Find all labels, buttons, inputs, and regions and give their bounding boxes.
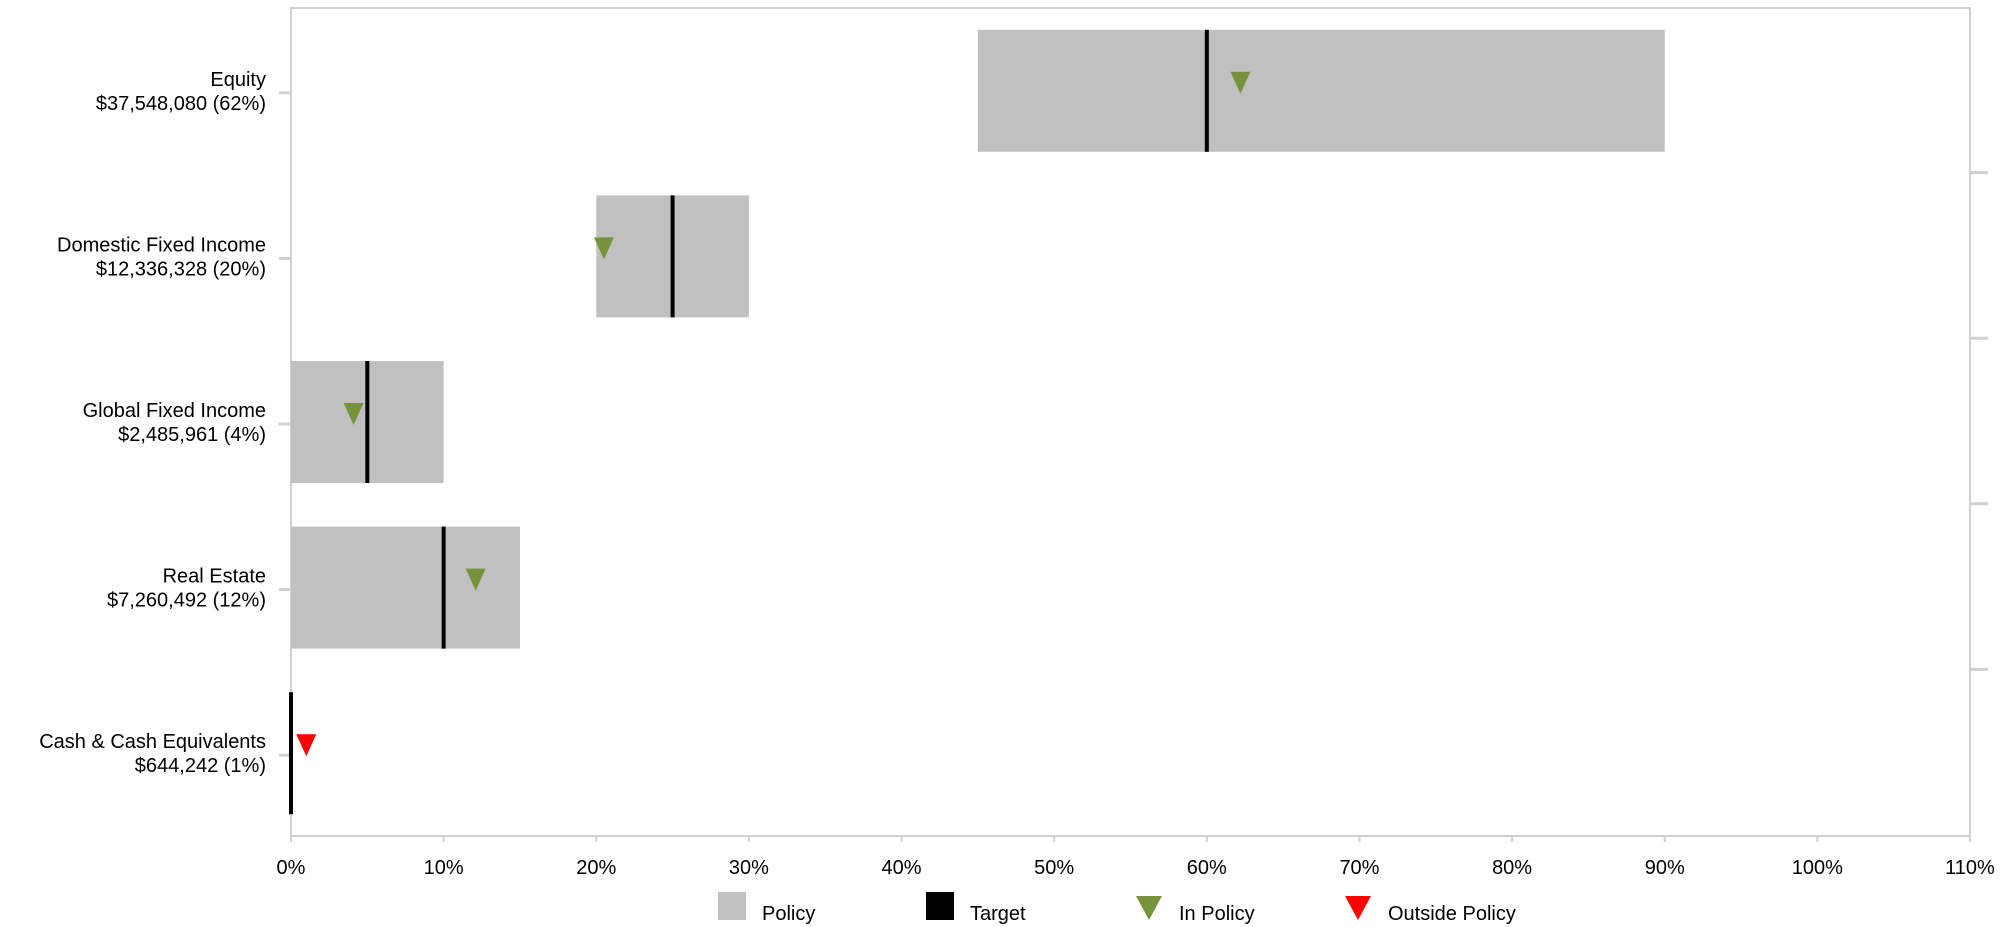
x-tick-label: 70% xyxy=(1339,857,1379,879)
category-value-cash-and-cash-equivalents: $644,242 (1%) xyxy=(135,755,266,777)
x-tick-label: 30% xyxy=(729,857,769,879)
actual-marker-global-fixed-income xyxy=(343,403,364,425)
legend-label-policy: Policy xyxy=(762,903,815,925)
x-tick-label: 60% xyxy=(1187,857,1227,879)
actual-marker-cash-and-cash-equivalents xyxy=(296,734,317,757)
actual-marker-real-estate xyxy=(465,568,486,591)
category-value-global-fixed-income: $2,485,961 (4%) xyxy=(118,424,266,446)
legend-swatch-out xyxy=(1345,896,1371,920)
x-tick-label: 0% xyxy=(277,857,306,879)
category-labels: Equity$37,548,080 (62%) Domestic Fixed In… xyxy=(39,69,266,777)
x-tick-label: 40% xyxy=(882,857,922,879)
legend: Policy Target In Policy Outside Policy xyxy=(718,892,1516,925)
policy-bar-equity xyxy=(977,29,1665,152)
category-value-domestic-fixed-income: $12,336,328 (20%) xyxy=(96,258,266,280)
legend-swatch-target xyxy=(926,892,954,920)
category-name-real-estate: Real Estate xyxy=(163,566,266,588)
category-value-real-estate: $7,260,492 (12%) xyxy=(107,590,266,612)
target-marker-global-fixed-income xyxy=(365,361,370,483)
target-marker-domestic-fixed-income xyxy=(670,195,675,318)
legend-label-in: In Policy xyxy=(1179,903,1255,925)
category-name-equity: Equity xyxy=(210,69,266,91)
category-name-cash-and-cash-equivalents: Cash & Cash Equivalents xyxy=(39,731,266,753)
x-tick-label: 50% xyxy=(1034,857,1074,879)
marks-layer xyxy=(279,29,1988,815)
x-tick-label: 100% xyxy=(1792,857,1843,879)
actual-marker-equity xyxy=(1230,71,1251,94)
category-name-global-fixed-income: Global Fixed Income xyxy=(83,400,266,422)
legend-label-out: Outside Policy xyxy=(1388,903,1516,925)
legend-swatch-policy xyxy=(718,892,746,920)
legend-label-target: Target xyxy=(970,903,1026,925)
x-tick-label: 80% xyxy=(1492,857,1532,879)
category-name-domestic-fixed-income: Domestic Fixed Income xyxy=(57,234,266,256)
x-tick-label: 20% xyxy=(576,857,616,879)
category-value-equity: $37,548,080 (62%) xyxy=(96,93,266,115)
x-tick-label: 90% xyxy=(1645,857,1685,879)
x-tick-label: 10% xyxy=(424,857,464,879)
target-marker-real-estate xyxy=(441,526,446,649)
legend-swatch-in xyxy=(1136,896,1162,920)
actual-marker-domestic-fixed-income xyxy=(593,237,614,260)
target-marker-equity xyxy=(1204,29,1209,152)
policy-bar-real-estate xyxy=(291,526,520,649)
x-axis: 0% 10% 20% 30% 40% 50% 60% 70% 80% 90% 100% 110% xyxy=(277,836,1995,879)
target-marker-cash-and-cash-equivalents xyxy=(289,692,293,815)
x-tick-label: 110% xyxy=(1945,857,1995,879)
